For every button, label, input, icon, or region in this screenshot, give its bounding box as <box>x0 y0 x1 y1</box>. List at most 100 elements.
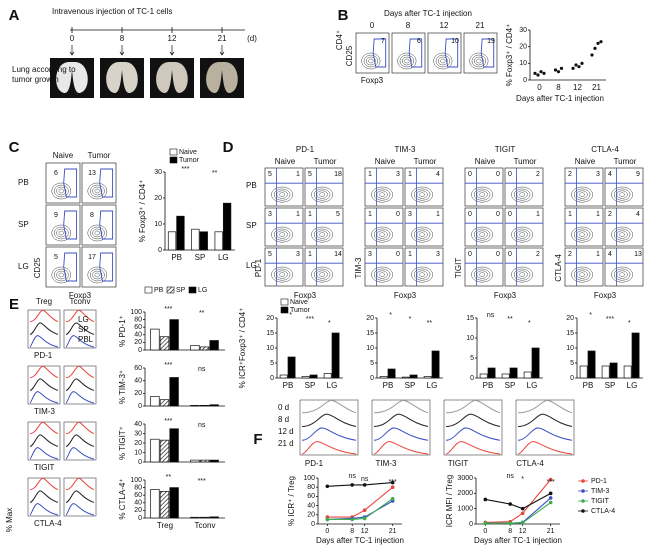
contour <box>611 226 633 243</box>
bar <box>209 404 219 407</box>
y-tick-label: 80 <box>307 484 315 491</box>
point <box>542 71 546 75</box>
y-tick-label: 10 <box>134 449 142 456</box>
histogram <box>29 391 59 404</box>
bar <box>199 516 210 519</box>
histogram <box>445 427 501 441</box>
bar <box>190 405 200 407</box>
histogram <box>517 413 573 427</box>
y-tick-label: 15 <box>466 315 474 322</box>
row-label: LG <box>18 262 29 271</box>
contour <box>311 226 333 243</box>
contour <box>513 228 531 241</box>
histogram <box>445 413 501 427</box>
column-label: Tumor <box>88 151 111 160</box>
significance: *** <box>164 362 172 369</box>
x-tick-label: PB <box>583 381 594 390</box>
contour <box>371 186 393 203</box>
point <box>577 65 581 69</box>
gate-value: 8 <box>90 212 94 219</box>
bar <box>159 336 170 351</box>
y-axis-label: ICR MFI / Treg <box>445 475 454 527</box>
significance: ** <box>427 320 433 327</box>
row-label: SP <box>246 221 257 230</box>
contour <box>279 272 286 277</box>
y-tick-label: 5 <box>370 360 374 367</box>
bar <box>331 332 340 379</box>
contour <box>404 58 410 64</box>
y-axis-label: % PD-1⁺ <box>118 315 127 347</box>
bar <box>209 459 219 463</box>
gate <box>63 252 78 282</box>
y-tick-label: 0 <box>311 521 315 528</box>
axis-label: Foxp3 <box>69 291 92 300</box>
y-tick-label: 5 <box>470 355 474 362</box>
y-tick-label: 10 <box>154 221 162 228</box>
gate-value: 13 <box>88 170 96 177</box>
day-label: 8 <box>120 34 125 43</box>
bar <box>301 376 310 379</box>
contour <box>319 232 326 237</box>
bar <box>431 350 440 379</box>
axis-label: CD25 <box>33 257 42 278</box>
y-tick-label: 0 <box>158 247 162 254</box>
contour <box>399 54 415 68</box>
bar <box>587 350 596 379</box>
quadrant-value: 0 <box>508 171 512 178</box>
bar <box>609 362 618 379</box>
point <box>596 41 600 45</box>
histogram <box>65 490 95 503</box>
significance: ns <box>361 476 369 483</box>
legend-swatch <box>280 306 289 314</box>
quadrant-value: 5 <box>336 211 340 218</box>
x-tick-label: SP <box>505 381 516 390</box>
contour <box>94 230 100 236</box>
histogram <box>301 413 357 427</box>
significance: *** <box>181 166 189 173</box>
row-label: tumor growth <box>12 75 59 84</box>
contour <box>371 226 393 243</box>
bar <box>214 231 223 251</box>
contour <box>440 58 446 64</box>
x-tick-label: LG <box>527 381 538 390</box>
legend-label: TIGIT <box>591 498 610 505</box>
contour <box>611 186 633 203</box>
contour <box>479 192 486 197</box>
x-tick-label: PB <box>383 381 394 390</box>
contour <box>368 58 374 64</box>
bar <box>190 516 200 519</box>
quadrant-value: 5 <box>268 251 272 258</box>
bar <box>169 377 179 407</box>
y-tick-label: 0 <box>523 77 527 84</box>
quadrant-value: 4 <box>608 251 612 258</box>
histogram <box>29 378 59 391</box>
histogram <box>65 447 95 460</box>
significance: ** <box>507 316 513 323</box>
point <box>571 66 575 70</box>
y-axis-label: % ICR⁺Foxp3⁺ / CD4⁺ <box>238 308 247 389</box>
marker-label: CTLA-4 <box>34 519 62 528</box>
histogram <box>301 399 357 414</box>
x-tick-label: 21 <box>389 528 397 535</box>
marker-title: PD-1 <box>296 145 315 154</box>
contour <box>92 270 103 280</box>
bar <box>379 376 388 379</box>
bar <box>501 373 510 379</box>
bar <box>387 368 396 379</box>
series-line <box>485 492 551 510</box>
lung <box>206 62 238 94</box>
quadrant-value: 0 <box>468 211 472 218</box>
x-tick-label: LG <box>627 381 638 390</box>
histogram <box>373 441 429 455</box>
y-tick-label: 60 <box>134 324 142 331</box>
contour <box>92 186 103 196</box>
contour <box>579 192 586 197</box>
arrow <box>169 45 175 56</box>
y-tick-label: 80 <box>134 484 142 491</box>
marker-label: CTLA-4 <box>516 459 544 468</box>
x-tick-label: Treg <box>157 521 173 530</box>
quadrant-value: 1 <box>408 171 412 178</box>
gate-value: 10 <box>451 38 459 45</box>
series-line <box>485 479 552 524</box>
bar <box>287 356 296 379</box>
